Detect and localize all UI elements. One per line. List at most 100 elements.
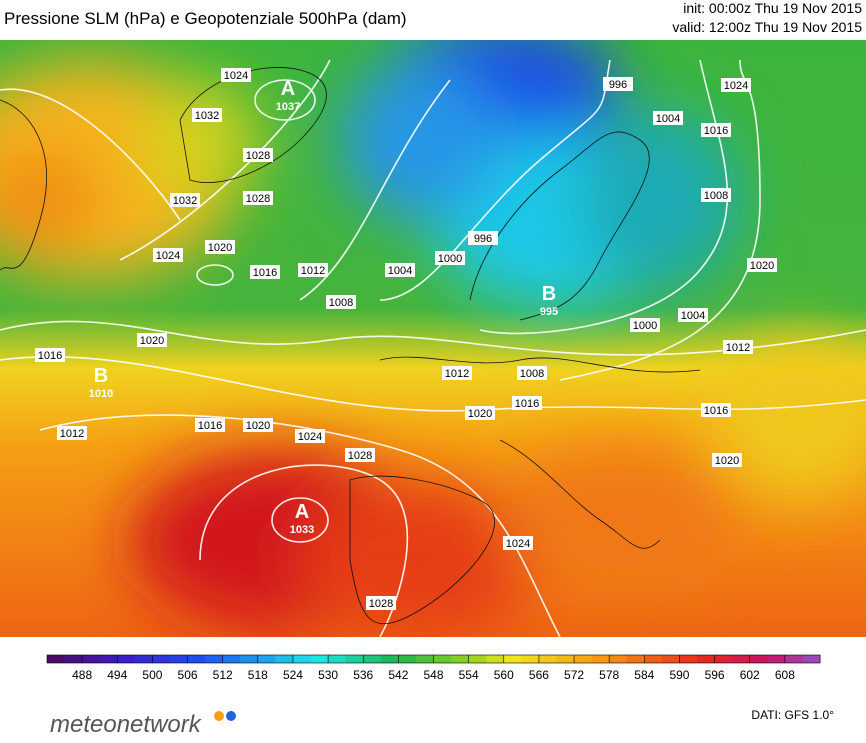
isobar-label-box — [137, 333, 167, 347]
isobar-label-box — [653, 111, 683, 125]
isobar-label: 1020 — [246, 420, 270, 432]
colorbar-tick-label: 530 — [318, 668, 338, 682]
isobar-label-box — [250, 265, 280, 279]
isobar-label-box — [435, 251, 465, 265]
isobar-label-box — [503, 536, 533, 550]
colorbar-cell — [380, 655, 399, 663]
colorbar-cell — [363, 655, 382, 663]
isobar-label: 1012 — [445, 368, 469, 380]
isobar-label: 1008 — [704, 190, 728, 202]
isobar-label: 1032 — [195, 110, 219, 122]
colorbar-tick-label: 500 — [142, 668, 162, 682]
isobar-label: 1004 — [388, 265, 412, 277]
colorbar-cell — [574, 655, 593, 663]
isobar-label: 1012 — [301, 265, 325, 277]
isobar-label: 1024 — [224, 70, 248, 82]
isobar-label-box — [442, 366, 472, 380]
colorbar-cell — [556, 655, 575, 663]
isobar-label: 1024 — [506, 538, 530, 550]
isobar-label: 1012 — [726, 342, 750, 354]
isobar-label-box — [517, 366, 547, 380]
isobar-label: 1016 — [38, 350, 62, 362]
colorbar-tick-label: 494 — [107, 668, 127, 682]
colorbar-cell — [609, 655, 628, 663]
isobar-label: 1028 — [246, 193, 270, 205]
isobar-label-box — [385, 263, 415, 277]
colorbar-cell — [398, 655, 417, 663]
center-value: 1010 — [89, 388, 113, 400]
isobar-label-box — [153, 248, 183, 262]
isobar-label-box — [295, 429, 325, 443]
isobar-label-box — [192, 108, 222, 122]
isobar-label-box — [170, 193, 200, 207]
colorbar-cell — [257, 655, 276, 663]
brand-dot — [226, 711, 236, 721]
colorbar-cell — [152, 655, 171, 663]
isobar-label: 1004 — [656, 113, 680, 125]
isobar-label-box — [243, 418, 273, 432]
isobar-label: 1016 — [704, 405, 728, 417]
isobar-labels: 1024 1032 1028 1028 1032 1024 1020 1016 1012 1008… — [35, 68, 777, 610]
colorbar-cell — [275, 655, 294, 663]
colorbar-tick-label: 560 — [494, 668, 514, 682]
colorbar-tick-label: 572 — [564, 668, 584, 682]
isobar-label-box — [468, 231, 498, 245]
isobar-label: 1016 — [198, 420, 222, 432]
colorbar-cell — [626, 655, 645, 663]
colorbar-tick-label: 524 — [283, 668, 303, 682]
isobar-label-box — [712, 453, 742, 467]
valid-time: valid: 12:00z Thu 19 Nov 2015 — [672, 19, 862, 35]
isobar-label-box — [243, 191, 273, 205]
map-field — [0, 40, 866, 637]
isobar-label: 1032 — [173, 195, 197, 207]
isobar-label-box — [701, 188, 731, 202]
colorbar-cell — [767, 655, 786, 663]
isobar-label-box — [630, 318, 660, 332]
isobar-label-box — [701, 123, 731, 137]
colorbar-tick-label: 584 — [634, 668, 654, 682]
colorbar-tick-label: 542 — [388, 668, 408, 682]
colorbar-cell — [64, 655, 83, 663]
colorbar-tick-label: 548 — [423, 668, 443, 682]
isobar-label: 1012 — [60, 428, 84, 440]
isobar-label: 1020 — [208, 242, 232, 254]
colorbar-cell — [240, 655, 259, 663]
brand: meteonetwork — [50, 711, 203, 738]
colorbar-tick-label: 488 — [72, 668, 92, 682]
isobar-label-box — [243, 148, 273, 162]
colorbar-cell — [468, 655, 487, 663]
colorbar-cell — [732, 655, 751, 663]
isobar-label: 1024 — [156, 250, 180, 262]
isobar-label-box — [326, 295, 356, 309]
colorbar-tick-label: 518 — [248, 668, 268, 682]
colorbar-cell — [503, 655, 522, 663]
isobar-label-box — [298, 263, 328, 277]
isobar-label: 1008 — [520, 368, 544, 380]
colorbar-cell — [187, 655, 206, 663]
isobar-label: 1016 — [704, 125, 728, 137]
isobar-label-box — [721, 78, 751, 92]
colorbar-cell — [784, 655, 803, 663]
isobar-label: 996 — [609, 79, 627, 91]
isobar-label-box — [747, 258, 777, 272]
isobar-label-box — [465, 406, 495, 420]
brand-dot — [214, 711, 224, 721]
isobar-label: 1020 — [468, 408, 492, 420]
colorbar-tick-label: 590 — [669, 668, 689, 682]
isobar-label-box — [57, 426, 87, 440]
colorbar-cell — [47, 655, 66, 663]
center-symbol: A — [295, 501, 309, 523]
isobar-label-box — [221, 68, 251, 82]
colorbar-cell — [802, 655, 821, 663]
center-symbol: B — [94, 365, 108, 387]
title: Pressione SLM (hPa) e Geopotenziale 500h… — [4, 9, 407, 28]
isobar-label-box — [345, 448, 375, 462]
isobar-label: 1024 — [724, 80, 748, 92]
isobar-label: 1000 — [633, 320, 657, 332]
colorbar-cell — [521, 655, 540, 663]
data-source: DATI: GFS 1.0° — [751, 708, 834, 722]
isobar-label: 1028 — [348, 450, 372, 462]
colorbar-cell — [451, 655, 470, 663]
